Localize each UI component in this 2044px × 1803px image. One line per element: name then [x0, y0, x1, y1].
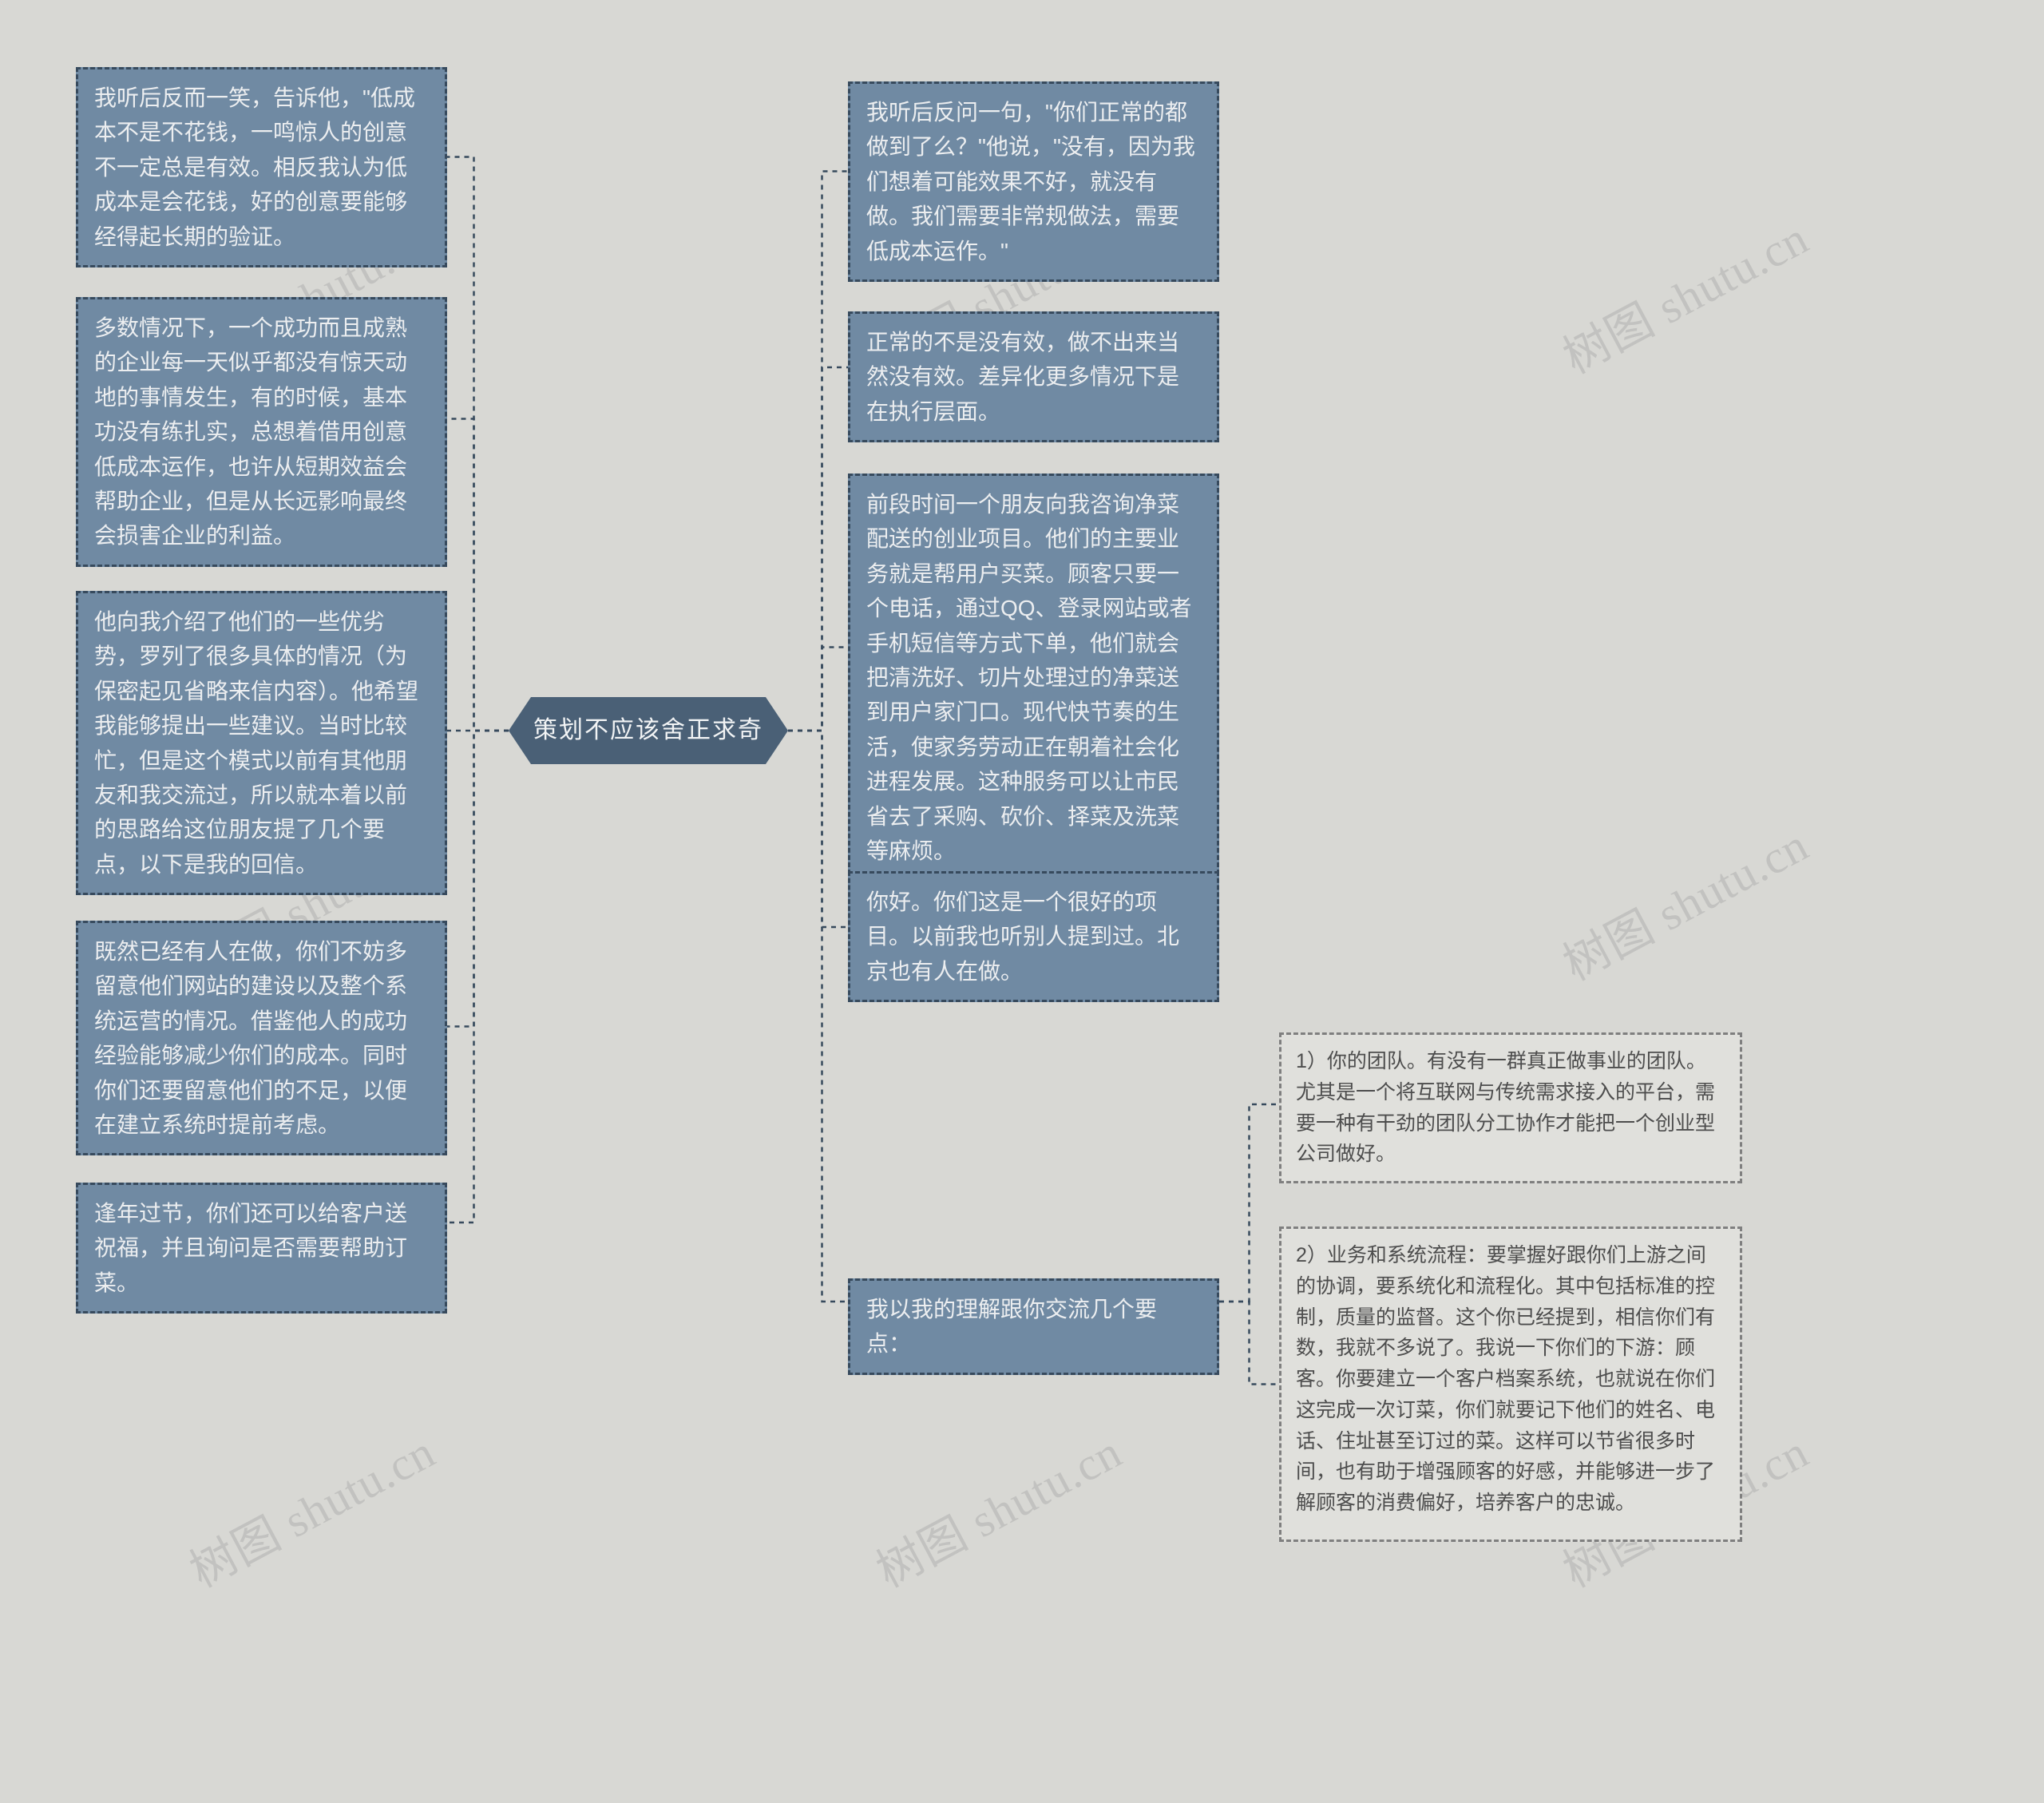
sub-node-2-text: 2）业务和系统流程：要掌握好跟你们上游之间的协调，要系统化和流程化。其中包括标准…	[1296, 1244, 1715, 1514]
left-node-1: 我听后反而一笑，告诉他，"低成本不是不花钱，一鸣惊人的创意不一定总是有效。相反我…	[76, 67, 447, 267]
right-node-2-text: 正常的不是没有效，做不出来当然没有效。差异化更多情况下是在执行层面。	[866, 330, 1179, 424]
right-node-1-text: 我听后反问一句，"你们正常的都做到了么？"他说，"没有，因为我们想着可能效果不好…	[866, 100, 1195, 264]
left-node-2: 多数情况下，一个成功而且成熟的企业每一天似乎都没有惊天动地的事情发生，有的时候，…	[76, 297, 447, 567]
right-node-4: 你好。你们这是一个很好的项目。以前我也听别人提到过。北京也有人在做。	[848, 871, 1219, 1002]
right-node-3: 前段时间一个朋友向我咨询净菜配送的创业项目。他们的主要业务就是帮用户买菜。顾客只…	[848, 474, 1219, 882]
right-node-4-text: 你好。你们这是一个很好的项目。以前我也听别人提到过。北京也有人在做。	[866, 890, 1179, 984]
right-node-2: 正常的不是没有效，做不出来当然没有效。差异化更多情况下是在执行层面。	[848, 311, 1219, 442]
right-node-5: 我以我的理解跟你交流几个要点：	[848, 1278, 1219, 1375]
right-node-3-text: 前段时间一个朋友向我咨询净菜配送的创业项目。他们的主要业务就是帮用户买菜。顾客只…	[866, 492, 1192, 863]
sub-node-1-text: 1）你的团队。有没有一群真正做事业的团队。尤其是一个将互联网与传统需求接入的平台…	[1296, 1050, 1715, 1165]
left-node-4-text: 既然已经有人在做，你们不妨多留意他们网站的建设以及整个系统运营的情况。借鉴他人的…	[94, 939, 407, 1137]
left-node-3-text: 他向我介绍了他们的一些优劣势，罗列了很多具体的情况（为保密起见省略来信内容）。他…	[94, 609, 418, 877]
center-node: 策划不应该舍正求奇	[509, 697, 788, 764]
left-node-3: 他向我介绍了他们的一些优劣势，罗列了很多具体的情况（为保密起见省略来信内容）。他…	[76, 591, 447, 895]
left-node-5-text: 逢年过节，你们还可以给客户送祝福，并且询问是否需要帮助订菜。	[94, 1201, 407, 1295]
left-node-2-text: 多数情况下，一个成功而且成熟的企业每一天似乎都没有惊天动地的事情发生，有的时候，…	[94, 315, 407, 548]
left-node-5: 逢年过节，你们还可以给客户送祝福，并且询问是否需要帮助订菜。	[76, 1183, 447, 1314]
left-node-1-text: 我听后反而一笑，告诉他，"低成本不是不花钱，一鸣惊人的创意不一定总是有效。相反我…	[94, 85, 415, 249]
left-node-4: 既然已经有人在做，你们不妨多留意他们网站的建设以及整个系统运营的情况。借鉴他人的…	[76, 921, 447, 1155]
sub-node-2: 2）业务和系统流程：要掌握好跟你们上游之间的协调，要系统化和流程化。其中包括标准…	[1279, 1226, 1742, 1542]
sub-node-1: 1）你的团队。有没有一群真正做事业的团队。尤其是一个将互联网与传统需求接入的平台…	[1279, 1032, 1742, 1183]
right-node-5-text: 我以我的理解跟你交流几个要点：	[866, 1297, 1157, 1356]
right-node-1: 我听后反问一句，"你们正常的都做到了么？"他说，"没有，因为我们想着可能效果不好…	[848, 81, 1219, 282]
center-node-text: 策划不应该舍正求奇	[533, 712, 763, 750]
